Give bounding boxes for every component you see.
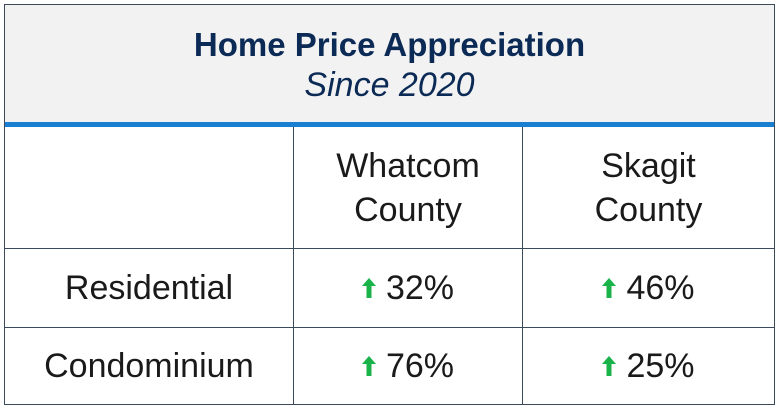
- table-title: Home Price Appreciation: [193, 26, 586, 63]
- table-row-residential: Residential 32% 46%: [5, 248, 774, 327]
- value-text: 25%: [626, 346, 695, 385]
- value-cell: 76%: [293, 328, 522, 404]
- up-arrow-icon: [361, 278, 376, 298]
- row-label: Condominium: [44, 346, 254, 385]
- value-cell: 32%: [293, 249, 522, 327]
- column-header-row: Whatcom County Skagit County: [5, 127, 774, 248]
- accent-divider: [5, 122, 774, 127]
- column-header-line: Skagit: [601, 146, 696, 185]
- value-cell: 25%: [522, 328, 774, 404]
- column-header-line: County: [594, 190, 703, 229]
- column-header-line: Whatcom: [336, 146, 480, 185]
- up-arrow-icon: [361, 356, 376, 376]
- row-label-cell: Residential: [5, 249, 293, 327]
- table-subtitle: Since 2020: [304, 66, 475, 104]
- table-row-condominium: Condominium 76% 25%: [5, 327, 774, 404]
- column-header-whatcom: Whatcom County: [293, 127, 522, 248]
- empty-corner-cell: [5, 127, 293, 248]
- appreciation-table: Home Price Appreciation Since 2020 Whatc…: [4, 4, 775, 405]
- value-text: 76%: [385, 346, 455, 385]
- column-header-skagit: Skagit County: [522, 127, 774, 248]
- column-header-line: County: [354, 190, 462, 229]
- up-arrow-icon: [602, 356, 617, 376]
- value-text: 46%: [626, 268, 695, 307]
- value-text: 32%: [385, 268, 455, 307]
- value-cell: 46%: [522, 249, 774, 327]
- table-grid: Whatcom County Skagit County Residential: [5, 127, 774, 404]
- table-header: Home Price Appreciation Since 2020: [5, 5, 774, 123]
- row-label-cell: Condominium: [5, 328, 293, 404]
- up-arrow-icon: [602, 278, 617, 298]
- row-label: Residential: [64, 268, 234, 307]
